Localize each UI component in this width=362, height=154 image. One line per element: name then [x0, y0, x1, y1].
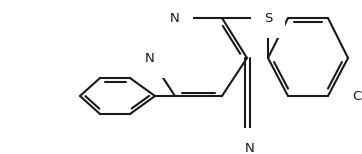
Text: N: N [245, 142, 255, 154]
Text: Cl: Cl [352, 89, 362, 103]
Text: S: S [264, 12, 272, 24]
Text: N: N [170, 12, 180, 24]
Text: N: N [145, 51, 155, 65]
